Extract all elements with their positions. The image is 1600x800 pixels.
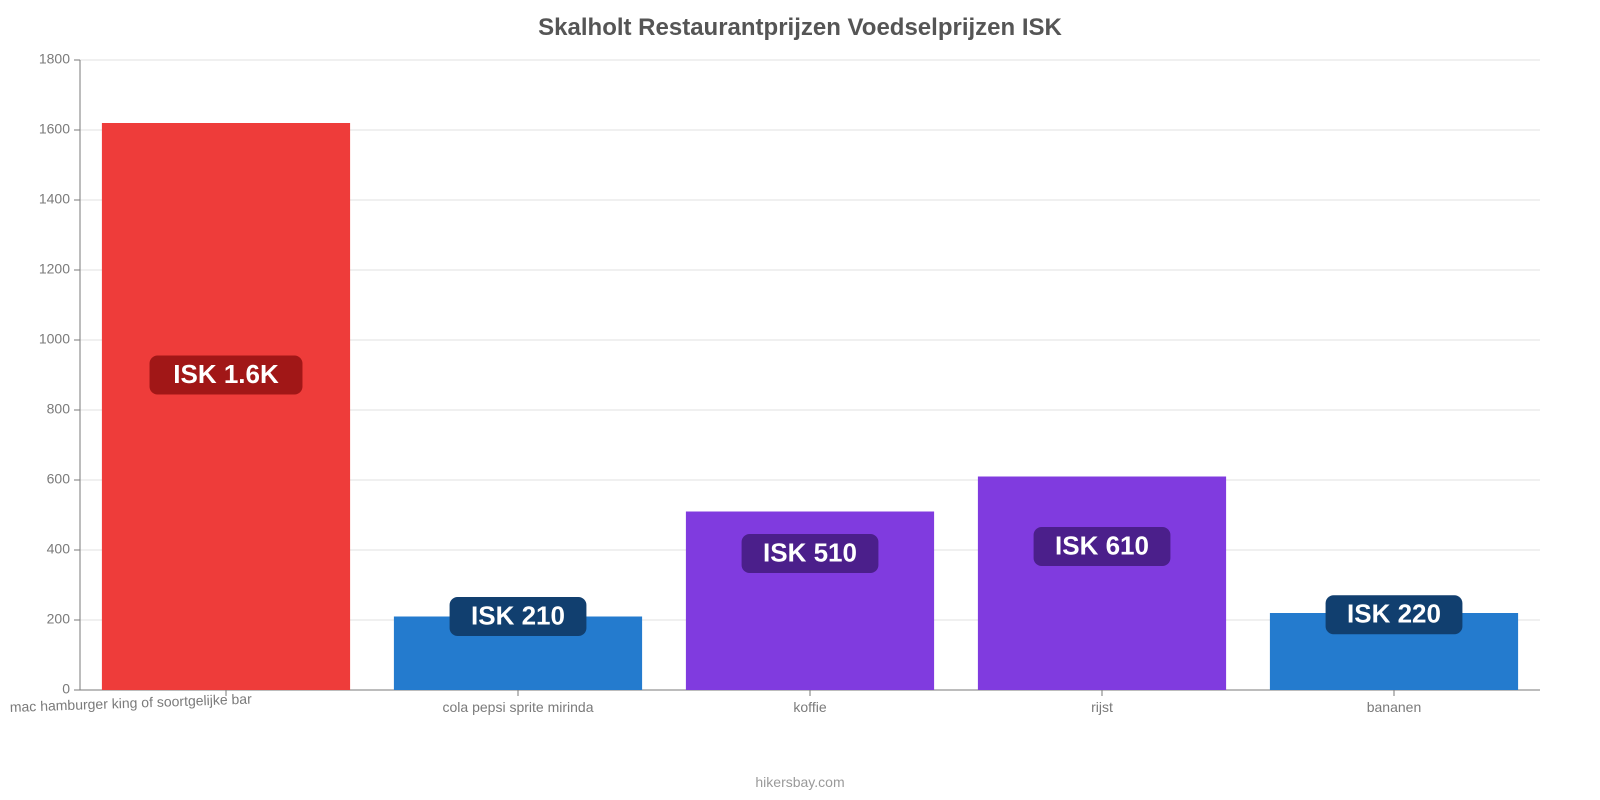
ytick: 1800	[39, 51, 80, 67]
ytick: 200	[47, 611, 80, 627]
svg-text:1400: 1400	[39, 191, 70, 207]
plot-area: 020040060080010001200140016001800mac ham…	[80, 60, 1560, 730]
chart-title: Skalholt Restaurantprijzen Voedselprijze…	[0, 14, 1600, 42]
svg-text:1200: 1200	[39, 261, 70, 277]
value-label-2: ISK 510	[742, 534, 879, 573]
svg-text:200: 200	[47, 611, 71, 627]
svg-text:1600: 1600	[39, 121, 70, 137]
chart-container: Skalholt Restaurantprijzen Voedselprijze…	[0, 0, 1600, 800]
value-label-4: ISK 220	[1326, 595, 1463, 634]
svg-text:800: 800	[47, 401, 71, 417]
ytick: 1000	[39, 331, 80, 347]
svg-text:ISK 610: ISK 610	[1055, 530, 1149, 560]
value-label-3: ISK 610	[1034, 527, 1171, 566]
ytick: 400	[47, 541, 80, 557]
ytick: 1400	[39, 191, 80, 207]
svg-text:1800: 1800	[39, 51, 70, 67]
category-label-1: cola pepsi sprite mirinda	[443, 699, 594, 715]
attribution-text: hikersbay.com	[0, 774, 1600, 790]
svg-text:ISK 210: ISK 210	[471, 600, 565, 630]
svg-text:400: 400	[47, 541, 71, 557]
category-label-4: bananen	[1367, 699, 1422, 715]
ytick: 600	[47, 471, 80, 487]
svg-text:ISK 510: ISK 510	[763, 537, 857, 567]
ytick: 800	[47, 401, 80, 417]
ytick: 0	[62, 681, 80, 697]
svg-text:0: 0	[62, 681, 70, 697]
svg-text:ISK 1.6K: ISK 1.6K	[173, 359, 279, 389]
bar-3	[978, 477, 1226, 691]
ytick: 1600	[39, 121, 80, 137]
category-label-2: koffie	[793, 699, 826, 715]
bar-0	[102, 123, 350, 690]
ytick: 1200	[39, 261, 80, 277]
svg-text:1000: 1000	[39, 331, 70, 347]
value-label-0: ISK 1.6K	[150, 356, 303, 395]
value-label-1: ISK 210	[450, 597, 587, 636]
svg-text:600: 600	[47, 471, 71, 487]
category-label-3: rijst	[1091, 699, 1113, 715]
svg-text:ISK 220: ISK 220	[1347, 599, 1441, 629]
category-label-0: mac hamburger king of soortgelijke bar	[10, 691, 253, 715]
